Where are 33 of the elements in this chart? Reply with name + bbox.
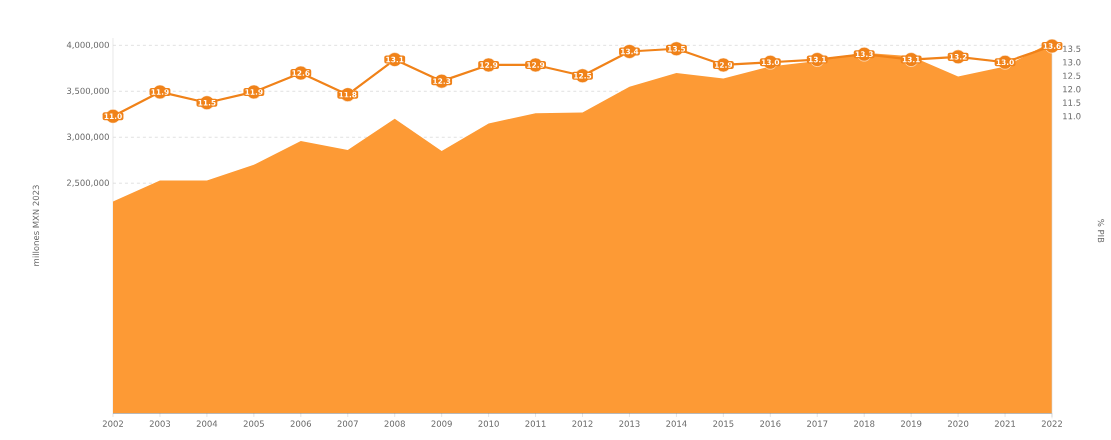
- y-tick-label: 3,000,000: [67, 133, 109, 141]
- x-tick-label: 2003: [149, 420, 171, 427]
- x-tick-label: 2021: [994, 420, 1016, 427]
- x-tick-label: 2005: [243, 420, 264, 427]
- y-tick-label: 2,500,000: [67, 179, 109, 187]
- x-tick-label: 2014: [666, 420, 687, 427]
- y2-axis-title: % PIB: [1097, 219, 1105, 243]
- x-tick-label: 2008: [384, 420, 405, 427]
- x-tick-label: 2018: [854, 420, 875, 427]
- y-axis-title: millones MXN 2023: [32, 185, 40, 266]
- y-tick-label: 4,000,000: [66, 41, 109, 49]
- x-tick-label: 2004: [196, 420, 218, 427]
- x-tick-label: 2020: [947, 420, 969, 427]
- x-tick-label: 2012: [572, 420, 593, 427]
- x-tick-label: 2015: [713, 420, 734, 427]
- y2-tick-label: 12.0: [1063, 86, 1081, 93]
- y2-tick-label: 12.5: [1063, 72, 1081, 79]
- x-tick-label: 2011: [525, 420, 546, 427]
- y-tick-label: 3,500,000: [67, 87, 109, 95]
- x-tick-label: 2007: [337, 420, 358, 427]
- x-tick-label: 2016: [760, 420, 781, 427]
- x-tick-label: 2002: [102, 420, 123, 427]
- x-tick-label: 2006: [290, 420, 312, 427]
- x-tick-label: 2013: [619, 420, 640, 427]
- x-tick-label: 2022: [1041, 420, 1062, 427]
- y2-tick-label: 11.5: [1063, 99, 1081, 106]
- x-tick-label: 2017: [807, 420, 828, 427]
- x-tick-label: 2010: [478, 420, 499, 427]
- x-tick-label: 2019: [901, 420, 922, 427]
- y2-tick-label: 13.5: [1063, 45, 1081, 52]
- y2-tick-label: 11.0: [1063, 113, 1081, 120]
- y2-tick-label: 13.0: [1063, 59, 1081, 66]
- x-tick-label: 2009: [431, 420, 452, 427]
